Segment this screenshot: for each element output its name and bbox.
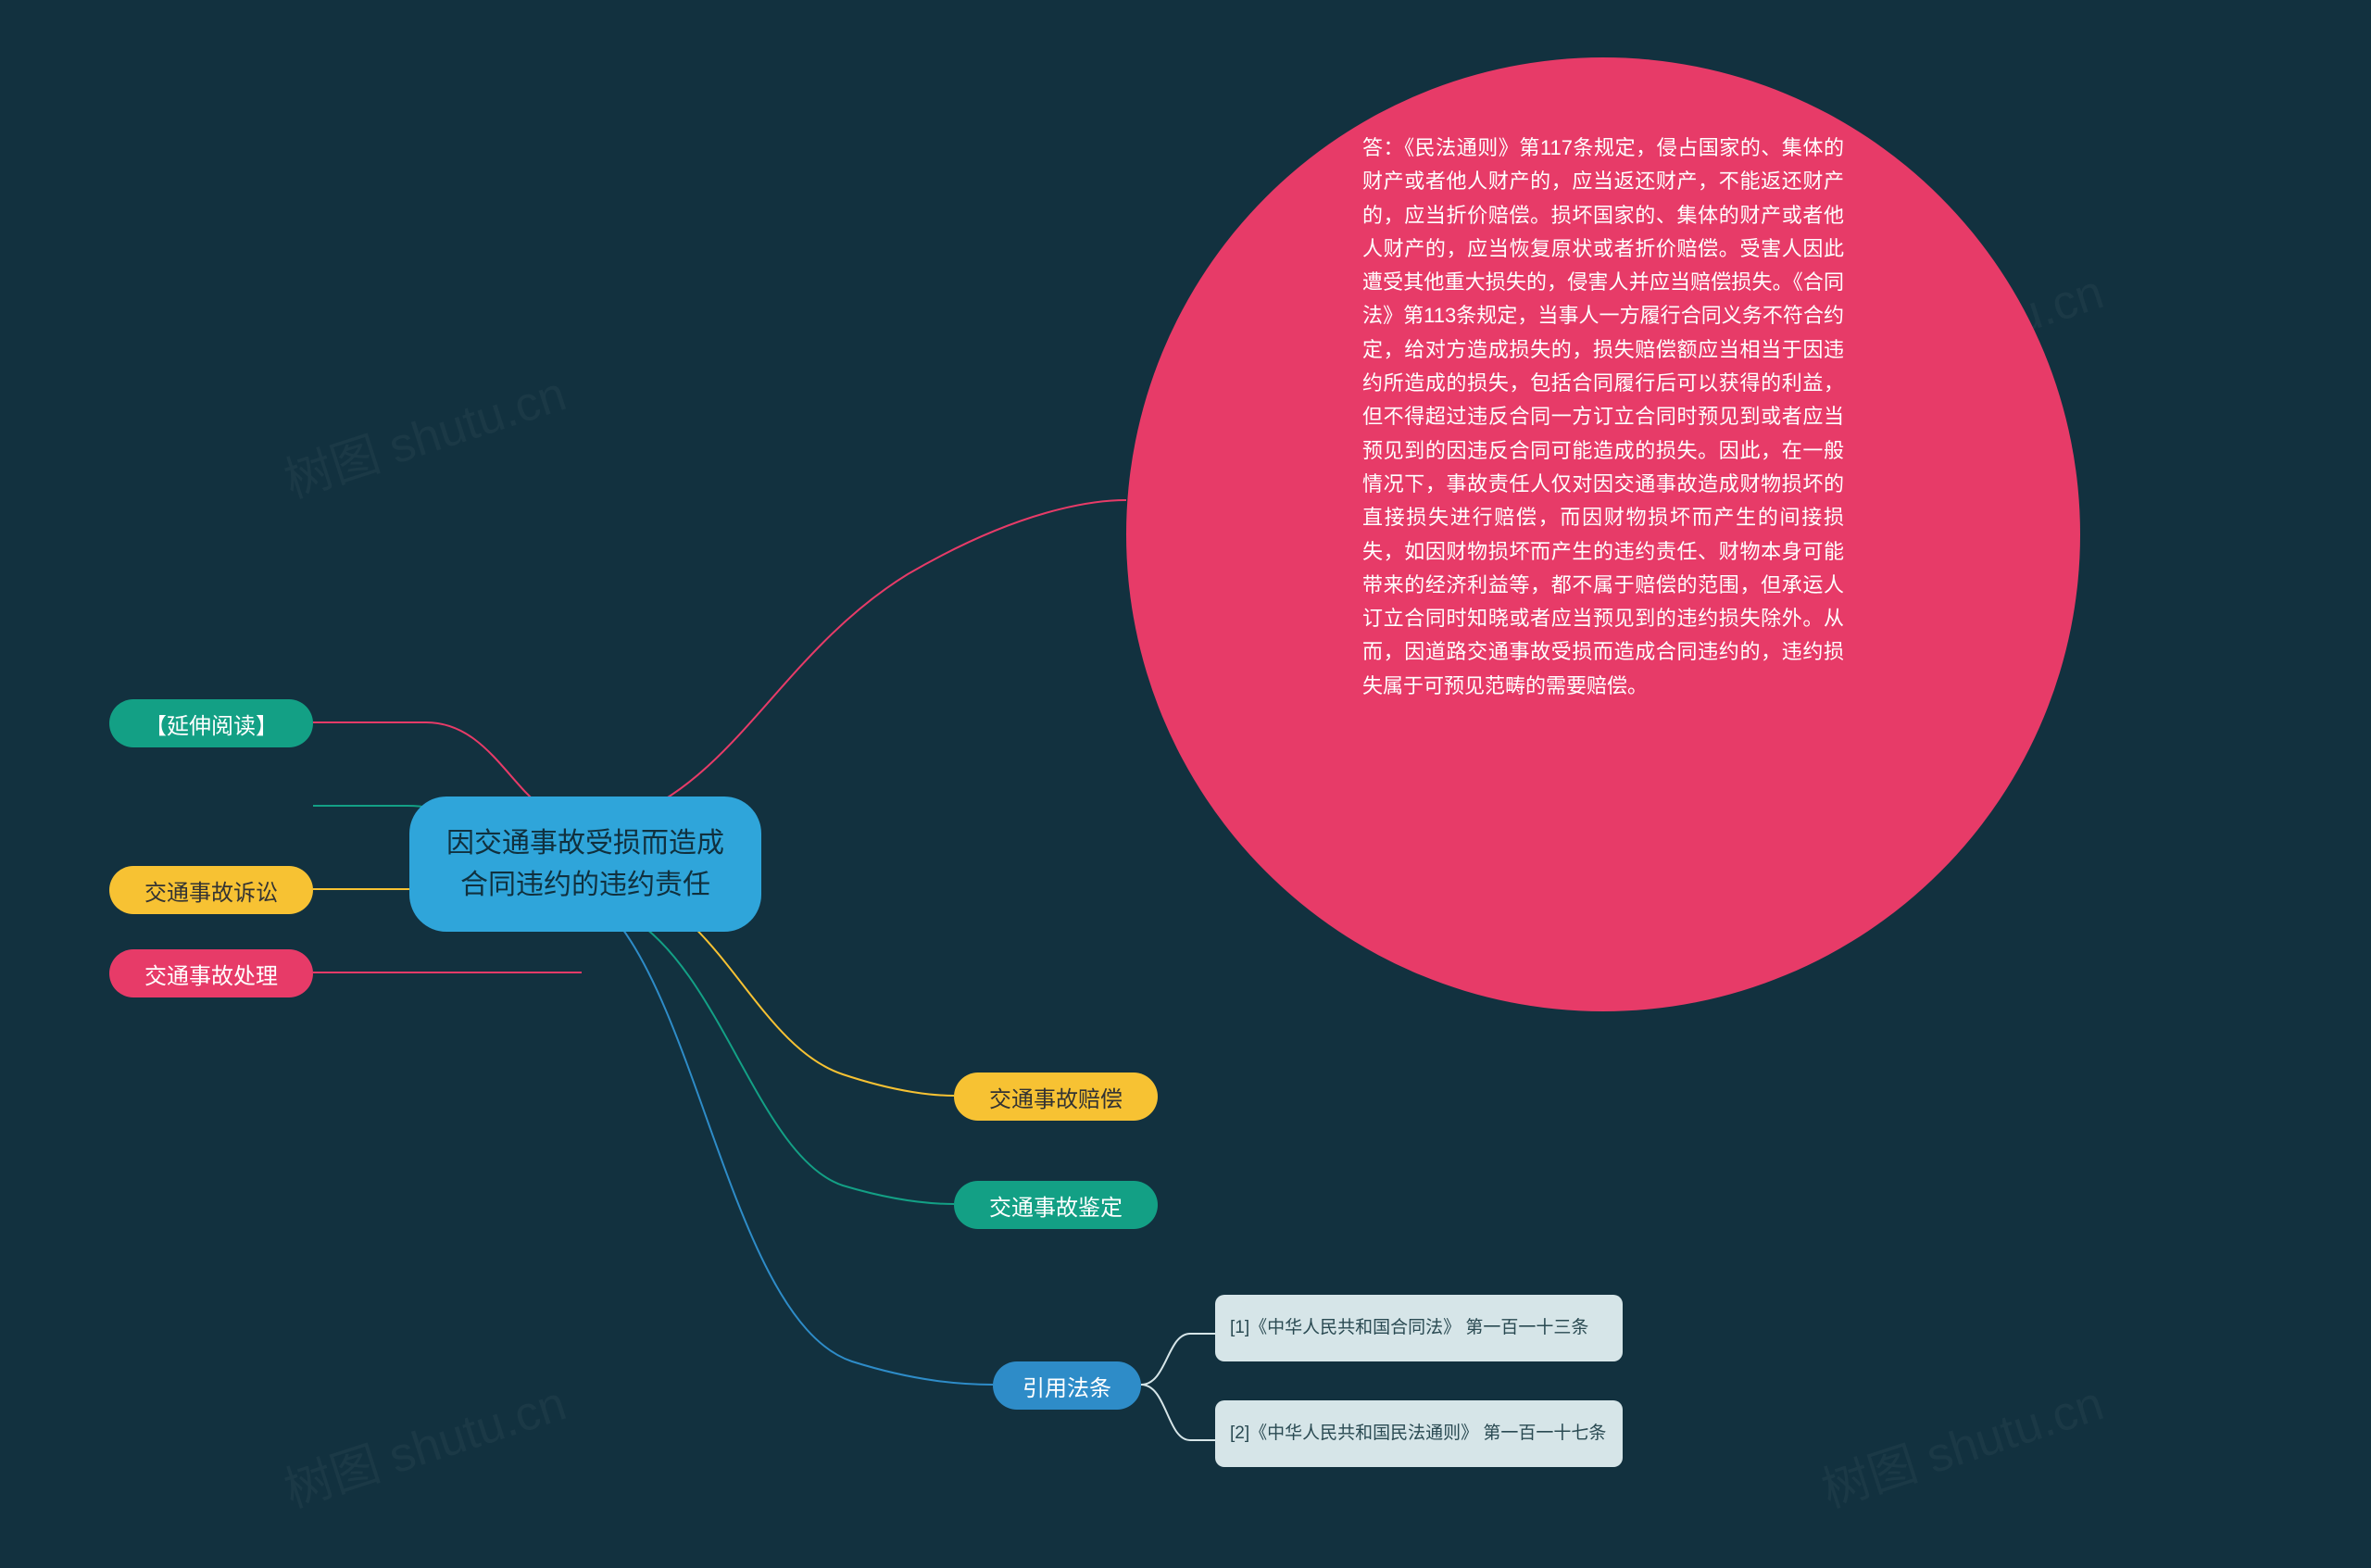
node-label: 交通事故赔偿 <box>989 1081 1123 1113</box>
watermark: 树图 shutu.cn <box>274 1364 573 1521</box>
answer-text: 答：《民法通则》第117条规定，侵占国家的、集体的财产或者他人财产的，应当返还财… <box>1362 132 1844 703</box>
left-node-ext_read: 【延伸阅读】 <box>109 699 313 747</box>
connector <box>621 926 993 1385</box>
connector <box>630 917 954 1204</box>
connector <box>635 500 1126 815</box>
left-node-lawsuit: 交通事故诉讼 <box>109 866 313 914</box>
node-label: 交通事故诉讼 <box>144 874 278 907</box>
watermark: 树图 shutu.cn <box>274 355 573 511</box>
law-ref-text: [1]《中华人民共和国合同法》 第一百一十三条 <box>1230 1315 1588 1342</box>
law-ref-law1: [1]《中华人民共和国合同法》 第一百一十三条 <box>1215 1295 1623 1361</box>
node-label: 交通事故鉴定 <box>989 1189 1123 1222</box>
connector <box>1141 1385 1215 1440</box>
left-node-handle: 交通事故处理 <box>109 949 313 997</box>
root-label: 因交通事故受损而造成合同违约的违约责任 <box>446 822 724 906</box>
law-ref-text: [2]《中华人民共和国民法通则》 第一百一十七条 <box>1230 1421 1606 1448</box>
law-ref-law2: [2]《中华人民共和国民法通则》 第一百一十七条 <box>1215 1400 1623 1467</box>
node-label: 【延伸阅读】 <box>144 708 278 740</box>
right-node-appraise: 交通事故鉴定 <box>954 1181 1158 1229</box>
node-label: 交通事故处理 <box>144 958 278 990</box>
answer-bubble: 答：《民法通则》第117条规定，侵占国家的、集体的财产或者他人财产的，应当返还财… <box>1126 57 2080 1011</box>
connector <box>1141 1334 1215 1385</box>
watermark: 树图 shutu.cn <box>1812 1364 2111 1521</box>
right-node-compensate: 交通事故赔偿 <box>954 1073 1158 1121</box>
mindmap-canvas: 树图 shutu.cn树图 shutu.cn树图 shutu.cn树图 shut… <box>0 0 2371 1568</box>
node-label: 引用法条 <box>1022 1370 1111 1402</box>
right-node-cite_law: 引用法条 <box>993 1361 1141 1410</box>
connector-layer <box>0 0 2371 1568</box>
root-node: 因交通事故受损而造成合同违约的违约责任 <box>409 797 761 932</box>
